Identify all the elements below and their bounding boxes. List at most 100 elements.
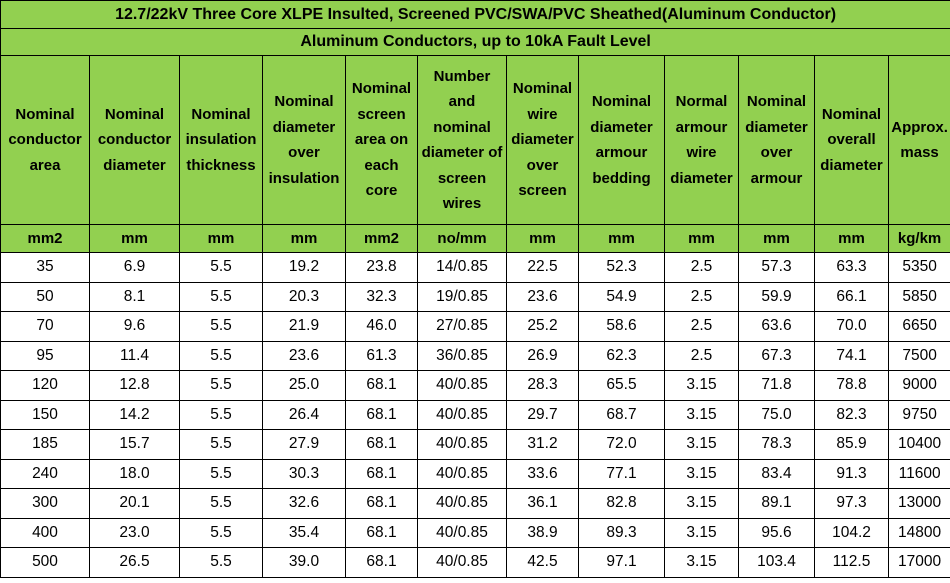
- table-cell: 89.1: [738, 488, 815, 519]
- table-row: 185 15.7 5.5 27.9 68.1 40/0.85 31.2 72.0 3.15 78.…: [0, 429, 950, 460]
- column-header: Number and nominal diameter of screen wi…: [417, 55, 507, 225]
- table-cell: 120: [0, 370, 90, 401]
- unit-cell: mm: [578, 224, 665, 253]
- table-cell: 59.9: [738, 281, 815, 312]
- column-header: Nominal screen area on each core: [345, 55, 418, 225]
- table-cell: 5.5: [179, 488, 263, 519]
- table-cell: 63.6: [738, 311, 815, 342]
- table-cell: 10400: [887, 429, 950, 460]
- table-cell: 40/0.85: [417, 399, 507, 430]
- table-cell: 19.2: [262, 252, 346, 283]
- table-cell: 54.9: [578, 281, 665, 312]
- table-cell: 82.8: [578, 488, 665, 519]
- subtitle-row: Aluminum Conductors, up to 10kA Fault Le…: [0, 28, 950, 56]
- table-cell: 39.0: [262, 547, 346, 578]
- table-cell: 68.7: [578, 399, 665, 430]
- table-cell: 3.15: [664, 458, 739, 489]
- table-cell: 28.3: [506, 370, 579, 401]
- table-cell: 61.3: [345, 340, 418, 371]
- table-cell: 21.9: [262, 311, 346, 342]
- table-cell: 95.6: [738, 517, 815, 548]
- table-cell: 33.6: [506, 458, 579, 489]
- table-cell: 150: [0, 399, 90, 430]
- table-row: 95 11.4 5.5 23.6 61.3 36/0.85 26.9 62.3 2.5 67.3 7…: [0, 340, 950, 371]
- table-cell: 3.15: [664, 517, 739, 548]
- table-cell: 27/0.85: [417, 311, 507, 342]
- column-header: Nominal diameter armour bedding: [578, 55, 665, 225]
- table-cell: 42.5: [506, 547, 579, 578]
- table-cell: 20.1: [89, 488, 180, 519]
- column-header: Nominal overall diameter: [814, 55, 889, 225]
- table-cell: 67.3: [738, 340, 815, 371]
- table-cell: 23.8: [345, 252, 418, 283]
- table-cell: 40/0.85: [417, 429, 507, 460]
- table-cell: 3.15: [664, 547, 739, 578]
- table-cell: 13000: [887, 488, 950, 519]
- table-cell: 5.5: [179, 252, 263, 283]
- table-cell: 103.4: [738, 547, 815, 578]
- table-cell: 35.4: [262, 517, 346, 548]
- table-cell: 5.5: [179, 547, 263, 578]
- table-cell: 68.1: [345, 547, 418, 578]
- unit-cell: no/mm: [417, 224, 507, 253]
- table-row: 400 23.0 5.5 35.4 68.1 40/0.85 38.9 89.3 3.15 95.…: [0, 517, 950, 548]
- table-cell: 36/0.85: [417, 340, 507, 371]
- column-header-row: Nominal conductor area Nominal conductor…: [0, 55, 950, 225]
- table-cell: 68.1: [345, 429, 418, 460]
- table-cell: 300: [0, 488, 90, 519]
- table-cell: 2.5: [664, 281, 739, 312]
- title-row: 12.7/22kV Three Core XLPE Insulted, Scre…: [0, 0, 950, 29]
- table-cell: 29.7: [506, 399, 579, 430]
- table-cell: 5.5: [179, 399, 263, 430]
- table-cell: 7500: [887, 340, 950, 371]
- table-cell: 58.6: [578, 311, 665, 342]
- table-cell: 17000: [887, 547, 950, 578]
- table-row: 120 12.8 5.5 25.0 68.1 40/0.85 28.3 65.5 3.15 71.…: [0, 370, 950, 401]
- table-cell: 6.9: [89, 252, 180, 283]
- table-cell: 32.6: [262, 488, 346, 519]
- table-cell: 6650: [887, 311, 950, 342]
- unit-cell: mm: [814, 224, 889, 253]
- unit-cell: kg/km: [887, 224, 950, 253]
- table-cell: 74.1: [814, 340, 889, 371]
- table-cell: 38.9: [506, 517, 579, 548]
- table-cell: 5.5: [179, 458, 263, 489]
- table-cell: 9.6: [89, 311, 180, 342]
- table-cell: 26.5: [89, 547, 180, 578]
- table-cell: 35: [0, 252, 90, 283]
- table-cell: 70: [0, 311, 90, 342]
- table-cell: 40/0.85: [417, 547, 507, 578]
- column-header: Normal armour wire diameter: [664, 55, 739, 225]
- table-cell: 95: [0, 340, 90, 371]
- table-cell: 500: [0, 547, 90, 578]
- table-cell: 5.5: [179, 370, 263, 401]
- table-cell: 66.1: [814, 281, 889, 312]
- unit-cell: mm2: [345, 224, 418, 253]
- table-cell: 57.3: [738, 252, 815, 283]
- table-cell: 27.9: [262, 429, 346, 460]
- table-cell: 91.3: [814, 458, 889, 489]
- column-header: Nominal conductor diameter: [89, 55, 180, 225]
- table-row: 70 9.6 5.5 21.9 46.0 27/0.85 25.2 58.6 2.5 63.6 70…: [0, 311, 950, 342]
- table-cell: 70.0: [814, 311, 889, 342]
- table-cell: 14.2: [89, 399, 180, 430]
- table-cell: 112.5: [814, 547, 889, 578]
- column-header: Nominal insulation thickness: [179, 55, 263, 225]
- table-cell: 97.3: [814, 488, 889, 519]
- column-header: Nominal conductor area: [0, 55, 90, 225]
- table-cell: 3.15: [664, 370, 739, 401]
- table-cell: 5850: [887, 281, 950, 312]
- table-cell: 14/0.85: [417, 252, 507, 283]
- table-cell: 5.5: [179, 311, 263, 342]
- table-cell: 77.1: [578, 458, 665, 489]
- table-cell: 50: [0, 281, 90, 312]
- table-row: 300 20.1 5.5 32.6 68.1 40/0.85 36.1 82.8 3.15 89.…: [0, 488, 950, 519]
- table-cell: 65.5: [578, 370, 665, 401]
- table-cell: 26.4: [262, 399, 346, 430]
- table-cell: 23.6: [506, 281, 579, 312]
- table-cell: 68.1: [345, 488, 418, 519]
- table-cell: 72.0: [578, 429, 665, 460]
- table-cell: 12.8: [89, 370, 180, 401]
- unit-cell: mm: [738, 224, 815, 253]
